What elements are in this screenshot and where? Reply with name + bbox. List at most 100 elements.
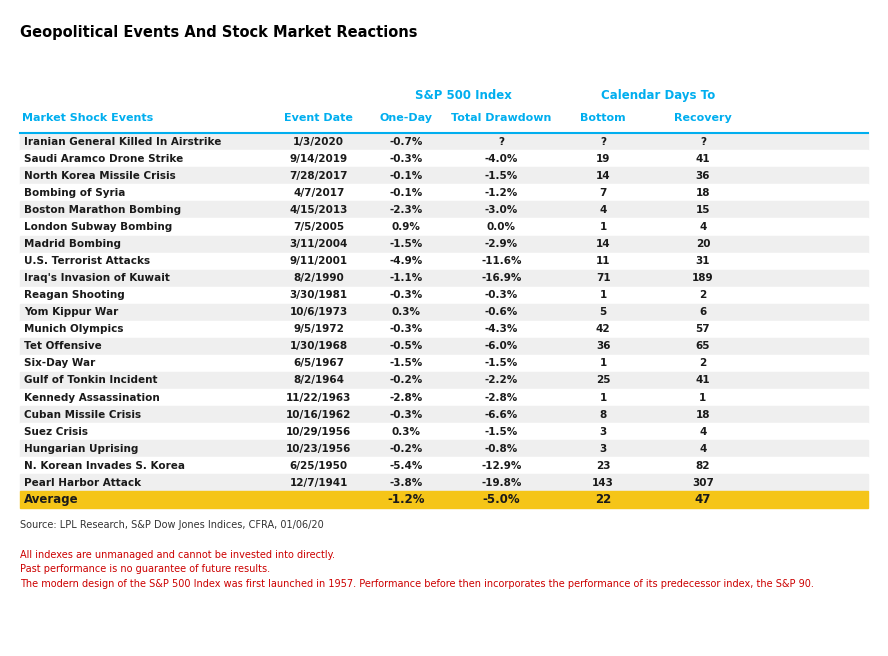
Text: 1: 1	[599, 222, 607, 232]
Text: 11/22/1963: 11/22/1963	[286, 392, 352, 403]
Text: 6: 6	[699, 307, 707, 318]
Text: Kennedy Assassination: Kennedy Assassination	[24, 392, 160, 403]
Text: 3: 3	[599, 443, 607, 454]
Bar	[20, 218, 868, 236]
Bar	[20, 201, 868, 218]
Text: 23: 23	[596, 461, 610, 471]
Text: 1: 1	[699, 392, 707, 403]
Text: 9/11/2001: 9/11/2001	[289, 256, 348, 266]
Text: -16.9%: -16.9%	[481, 273, 521, 283]
Text: -0.3%: -0.3%	[389, 409, 423, 420]
Text: 143: 143	[592, 478, 614, 488]
Text: 4/7/2017: 4/7/2017	[293, 188, 345, 198]
Text: 1: 1	[599, 392, 607, 403]
Text: 41: 41	[695, 154, 710, 164]
Text: Yom Kippur War: Yom Kippur War	[24, 307, 118, 318]
Text: 3: 3	[599, 426, 607, 437]
Text: Total Drawdown: Total Drawdown	[451, 113, 551, 123]
Text: 1: 1	[599, 358, 607, 369]
Text: Event Date: Event Date	[284, 113, 353, 123]
Text: Past performance is no guarantee of future results.: Past performance is no guarantee of futu…	[20, 564, 270, 574]
Text: 4: 4	[699, 426, 707, 437]
Text: 2: 2	[699, 358, 707, 369]
Text: 0.3%: 0.3%	[392, 307, 420, 318]
Text: -4.0%: -4.0%	[485, 154, 518, 164]
Text: -6.0%: -6.0%	[485, 341, 518, 352]
Text: 10/6/1973: 10/6/1973	[289, 307, 348, 318]
Text: -4.3%: -4.3%	[485, 324, 518, 335]
Text: 0.3%: 0.3%	[392, 426, 420, 437]
Text: -0.1%: -0.1%	[389, 171, 423, 181]
Text: -0.2%: -0.2%	[389, 375, 423, 386]
Text: -11.6%: -11.6%	[481, 256, 521, 266]
Text: -0.3%: -0.3%	[389, 290, 423, 300]
Text: 36: 36	[596, 341, 610, 352]
Text: -1.5%: -1.5%	[389, 239, 423, 249]
Text: North Korea Missile Crisis: North Korea Missile Crisis	[24, 171, 176, 181]
Text: ?: ?	[700, 136, 706, 147]
Text: Bombing of Syria: Bombing of Syria	[24, 188, 125, 198]
Text: 31: 31	[695, 256, 710, 266]
Text: 18: 18	[695, 188, 710, 198]
Bar	[20, 491, 868, 508]
Text: -0.7%: -0.7%	[389, 136, 423, 147]
Bar	[20, 423, 868, 440]
Text: Average: Average	[24, 493, 79, 506]
Text: -5.0%: -5.0%	[482, 493, 520, 506]
Text: 82: 82	[695, 461, 710, 471]
Text: U.S. Terrorist Attacks: U.S. Terrorist Attacks	[24, 256, 150, 266]
Bar	[20, 474, 868, 491]
Text: -0.8%: -0.8%	[485, 443, 518, 454]
Text: 19: 19	[596, 154, 610, 164]
Text: -1.5%: -1.5%	[485, 358, 518, 369]
Text: -0.6%: -0.6%	[485, 307, 518, 318]
Text: N. Korean Invades S. Korea: N. Korean Invades S. Korea	[24, 461, 185, 471]
Text: -3.0%: -3.0%	[485, 205, 518, 215]
Text: 57: 57	[695, 324, 710, 335]
Text: Iraq's Invasion of Kuwait: Iraq's Invasion of Kuwait	[24, 273, 170, 283]
Text: 189: 189	[692, 273, 714, 283]
Text: 41: 41	[695, 375, 710, 386]
Text: Geopolitical Events And Stock Market Reactions: Geopolitical Events And Stock Market Rea…	[20, 25, 417, 40]
Text: Gulf of Tonkin Incident: Gulf of Tonkin Incident	[24, 375, 157, 386]
Text: -1.1%: -1.1%	[389, 273, 423, 283]
Text: All indexes are unmanaged and cannot be invested into directly.: All indexes are unmanaged and cannot be …	[20, 550, 335, 560]
Text: 8: 8	[599, 409, 607, 420]
Bar	[20, 406, 868, 423]
Text: 5: 5	[599, 307, 607, 318]
Text: 4: 4	[699, 222, 707, 232]
Text: 8/2/1990: 8/2/1990	[293, 273, 345, 283]
Text: -0.1%: -0.1%	[389, 188, 423, 198]
Text: -0.3%: -0.3%	[389, 154, 423, 164]
Text: -2.2%: -2.2%	[485, 375, 518, 386]
Bar	[20, 253, 868, 270]
Text: -6.6%: -6.6%	[485, 409, 518, 420]
Text: 6/5/1967: 6/5/1967	[293, 358, 345, 369]
Text: 0.0%: 0.0%	[487, 222, 516, 232]
Text: 14: 14	[596, 171, 610, 181]
Text: -2.9%: -2.9%	[485, 239, 518, 249]
Bar	[20, 236, 868, 253]
Text: 20: 20	[695, 239, 710, 249]
Text: Saudi Aramco Drone Strike: Saudi Aramco Drone Strike	[24, 154, 183, 164]
Text: Market Shock Events: Market Shock Events	[22, 113, 154, 123]
Text: -0.2%: -0.2%	[389, 443, 423, 454]
Text: -5.4%: -5.4%	[389, 461, 423, 471]
Text: ?: ?	[498, 136, 504, 147]
Text: 1: 1	[599, 290, 607, 300]
Text: 9/5/1972: 9/5/1972	[293, 324, 345, 335]
Text: 307: 307	[692, 478, 714, 488]
Text: Hungarian Uprising: Hungarian Uprising	[24, 443, 139, 454]
Text: -0.5%: -0.5%	[389, 341, 423, 352]
Text: 47: 47	[694, 493, 711, 506]
Text: Tet Offensive: Tet Offensive	[24, 341, 102, 352]
Bar	[20, 372, 868, 389]
Text: 4/15/2013: 4/15/2013	[289, 205, 348, 215]
Bar	[20, 287, 868, 304]
Bar	[20, 355, 868, 372]
Text: 11: 11	[596, 256, 610, 266]
Text: S&P 500 Index: S&P 500 Index	[415, 89, 511, 102]
Text: 12/7/1941: 12/7/1941	[289, 478, 348, 488]
Text: 2: 2	[699, 290, 707, 300]
Text: Iranian General Killed In Airstrike: Iranian General Killed In Airstrike	[24, 136, 221, 147]
